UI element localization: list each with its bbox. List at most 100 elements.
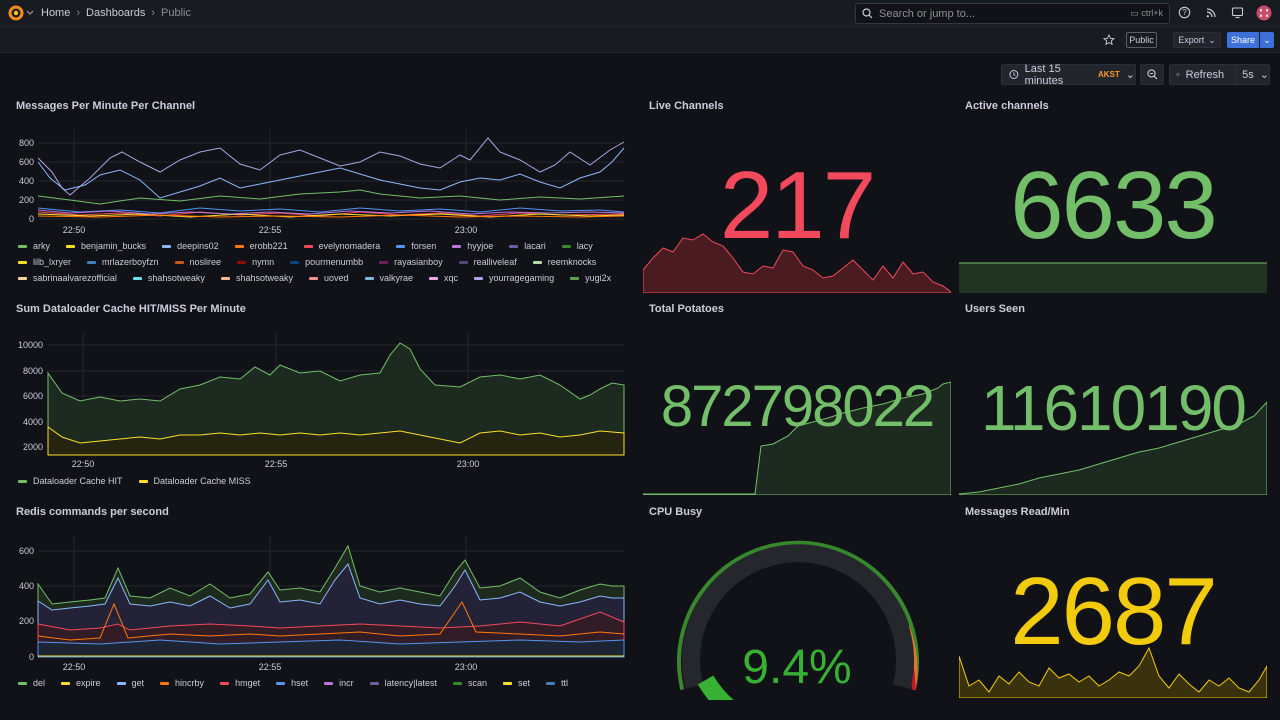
legend-item[interactable]: yourragegaming (474, 273, 554, 284)
zoom-out-icon (1146, 69, 1157, 80)
panel-title[interactable]: Live Channels (649, 100, 724, 112)
legend-item[interactable]: realliveleaf (458, 257, 517, 268)
panel-title[interactable]: Redis commands per second (16, 506, 169, 518)
live-channels-value: 217 (719, 152, 876, 259)
y-tick: 400 (19, 581, 34, 591)
legend-item[interactable]: nosliree (174, 257, 221, 268)
legend-item[interactable]: lacari (509, 241, 546, 252)
legend-item[interactable]: erobb221 (234, 241, 288, 252)
share-button[interactable]: Share (1227, 32, 1259, 48)
breadcrumb: Home › Dashboards › Public (41, 7, 191, 19)
legend-item[interactable]: Dataloader Cache MISS (138, 476, 251, 487)
news-feed-icon[interactable] (1205, 6, 1220, 21)
chart-legend: Dataloader Cache HIT Dataloader Cache MI… (18, 476, 618, 487)
legend-item[interactable]: nymn (237, 257, 274, 268)
legend-item[interactable]: xqc (429, 273, 458, 284)
legend-item[interactable]: valkyrae (364, 273, 413, 284)
users-seen-value: 11610190 (981, 372, 1247, 444)
users-seen-sparkline (959, 401, 1267, 495)
legend-item[interactable]: deepins02 (162, 241, 219, 252)
help-icon[interactable]: ? (1178, 6, 1193, 21)
refresh-interval-select[interactable]: 5s ⌄ (1235, 64, 1269, 85)
total-potatoes-value: 872798022 (660, 374, 935, 439)
total-potatoes-sparkline (643, 381, 951, 495)
legend-item[interactable]: hincrby (160, 678, 204, 689)
legend-item[interactable]: pourmenumbb (290, 257, 363, 268)
panel-title[interactable]: Users Seen (965, 303, 1025, 315)
legend-item[interactable]: sabrinaalvarezofficial (18, 273, 117, 284)
breadcrumb-current: Public (161, 7, 191, 19)
y-tick: 0 (29, 652, 34, 662)
grafana-logo-icon[interactable] (8, 5, 34, 24)
chart-legend: del expire get hincrby hmget hset incr l… (18, 678, 618, 689)
y-tick: 800 (19, 138, 34, 148)
refresh-picker[interactable]: Refresh 5s ⌄ (1169, 64, 1270, 85)
panel-title[interactable]: Messages Read/Min (965, 506, 1070, 518)
legend-item[interactable]: reemknocks (532, 257, 596, 268)
x-tick: 23:00 (455, 225, 478, 235)
breadcrumb-home[interactable]: Home (41, 7, 71, 19)
legend-item[interactable]: shahsotweaky (220, 273, 293, 284)
panel-title[interactable]: Total Potatoes (649, 303, 724, 315)
zoom-out-button[interactable] (1140, 64, 1164, 85)
legend-item[interactable]: get (116, 678, 144, 689)
dataloader-timeseries-chart[interactable]: 10000 8000 6000 4000 2000 22:50 22:55 23… (0, 303, 640, 473)
refresh-interval-value: 5s (1242, 68, 1254, 81)
legend-item[interactable]: forsen (396, 241, 436, 252)
legend-item[interactable]: set (503, 678, 530, 689)
redis-timeseries-chart[interactable]: 600 400 200 0 22:50 22:55 23:00 (0, 506, 640, 676)
legend-item[interactable]: yugi2x (570, 273, 611, 284)
legend-item[interactable]: rayasianboy (379, 257, 443, 268)
legend-item[interactable]: ttl (546, 678, 568, 689)
kiosk-mode-icon[interactable] (1231, 6, 1246, 21)
y-tick: 8000 (23, 366, 43, 376)
legend-item[interactable]: expire (61, 678, 101, 689)
svg-text:?: ? (1182, 8, 1187, 17)
legend-item[interactable]: uoved (308, 273, 349, 284)
panel-users-seen: Users Seen 11610190 (959, 303, 1269, 496)
legend-item[interactable]: hyyjoe (452, 241, 493, 252)
panel-title[interactable]: CPU Busy (649, 506, 703, 518)
legend-item[interactable]: shahsotweaky (132, 273, 205, 284)
legend-item[interactable]: latency|latest (369, 678, 437, 689)
panel-title[interactable]: Messages Per Minute Per Channel (16, 100, 196, 112)
panel-title[interactable]: Active channels (965, 100, 1049, 112)
share-dropdown-chevron-icon[interactable]: ⌄ (1260, 32, 1274, 48)
series-area-hset (37, 639, 625, 658)
breadcrumb-dashboards[interactable]: Dashboards (86, 7, 146, 19)
search-input[interactable]: Search or jump to... ▭ ctrl+k (855, 3, 1170, 24)
panel-title[interactable]: Sum Dataloader Cache HIT/MISS Per Minute (16, 303, 246, 315)
legend-item[interactable]: Dataloader Cache HIT (18, 476, 123, 487)
legend-item[interactable]: lilb_lxryer (18, 257, 71, 268)
x-tick: 22:50 (72, 459, 95, 469)
legend-item[interactable]: incr (324, 678, 354, 689)
legend-item[interactable]: hmget (220, 678, 260, 689)
export-button[interactable]: Export ⌄ (1173, 32, 1221, 48)
messages-timeseries-chart[interactable]: 800 600 400 200 0 22:50 22:55 23:00 (0, 100, 640, 240)
gauge-value-arc (697, 675, 734, 700)
legend-item[interactable]: lacy (561, 241, 593, 252)
x-tick: 23:00 (457, 459, 480, 469)
legend-item[interactable]: hset (276, 678, 308, 689)
y-tick: 2000 (23, 442, 43, 452)
y-tick: 10000 (18, 340, 43, 350)
legend-item[interactable]: mrlazerboyfzn (87, 257, 159, 268)
search-placeholder: Search or jump to... (879, 7, 975, 20)
series-line (37, 207, 625, 214)
panel-total-potatoes: Total Potatoes 872798022 (643, 303, 953, 496)
legend-item[interactable]: scan (452, 678, 487, 689)
x-tick: 23:00 (455, 662, 478, 672)
legend-item[interactable]: evelynomadera (303, 241, 380, 252)
legend-item[interactable]: arky (18, 241, 50, 252)
user-avatar[interactable] (1256, 5, 1272, 21)
active-channels-sparkline (959, 262, 1267, 293)
time-range-picker[interactable]: Last 15 minutes AKST ⌄ (1001, 62, 1136, 87)
legend-item[interactable]: benjamin_bucks (66, 241, 146, 252)
refresh-button[interactable]: Refresh (1185, 68, 1225, 81)
time-range-label: Last 15 minutes (1024, 62, 1064, 87)
refresh-icon (1176, 73, 1180, 77)
star-icon[interactable] (1101, 32, 1117, 48)
x-tick: 22:50 (63, 225, 86, 235)
x-tick: 22:55 (259, 662, 282, 672)
legend-item[interactable]: del (18, 678, 45, 689)
